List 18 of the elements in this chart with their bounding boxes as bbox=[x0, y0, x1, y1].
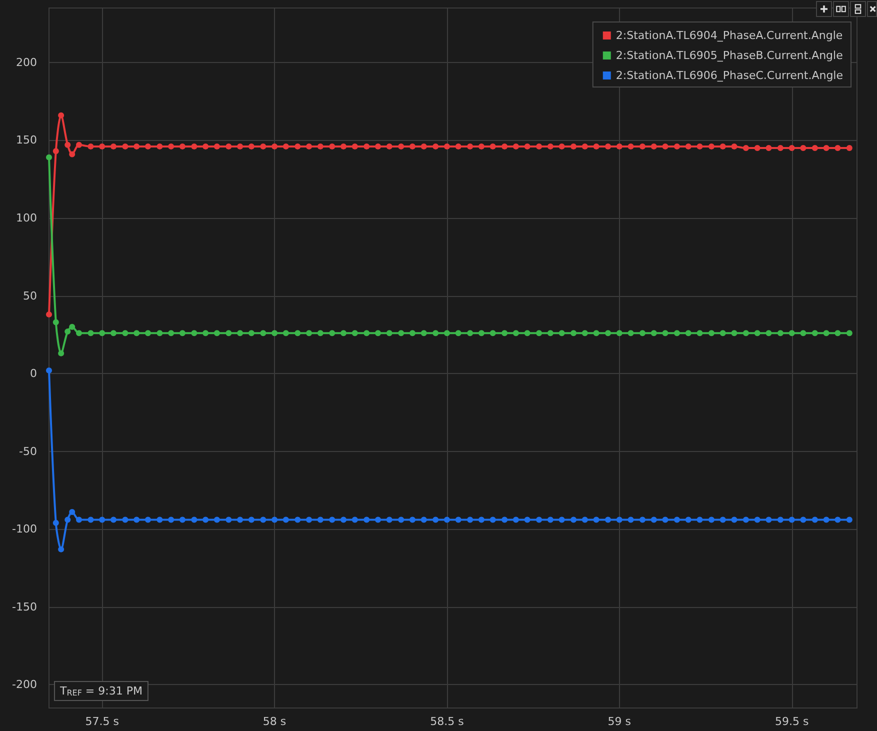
x-tick-label: 58 s bbox=[262, 715, 286, 728]
x-tick-label: 59 s bbox=[608, 715, 632, 728]
y-tick-label: 200 bbox=[16, 56, 37, 69]
y-tick-label: 50 bbox=[23, 289, 37, 302]
y-tick-label: -200 bbox=[12, 678, 37, 692]
y-tick-label: 0 bbox=[30, 367, 37, 380]
x-tick-label: 58.5 s bbox=[430, 715, 464, 728]
x-tick-label: 57.5 s bbox=[85, 715, 120, 728]
y-tick-label: 150 bbox=[16, 134, 37, 147]
x-tick-label: 59.5 s bbox=[774, 715, 809, 728]
legend-label: 2:StationA.TL6904_PhaseA.Current.Angle bbox=[616, 29, 843, 42]
y-tick-label: -150 bbox=[12, 600, 37, 614]
legend-label: 2:StationA.TL6906_PhaseC.Current.Angle bbox=[616, 69, 844, 82]
annotation: TREF = 9:31 PM bbox=[59, 684, 142, 698]
legend-label: 2:StationA.TL6905_PhaseB.Current.Angle bbox=[616, 49, 844, 62]
y-tick-label: -50 bbox=[19, 444, 37, 458]
y-tick-label: -100 bbox=[12, 522, 37, 536]
y-tick-label: 100 bbox=[16, 212, 37, 224]
